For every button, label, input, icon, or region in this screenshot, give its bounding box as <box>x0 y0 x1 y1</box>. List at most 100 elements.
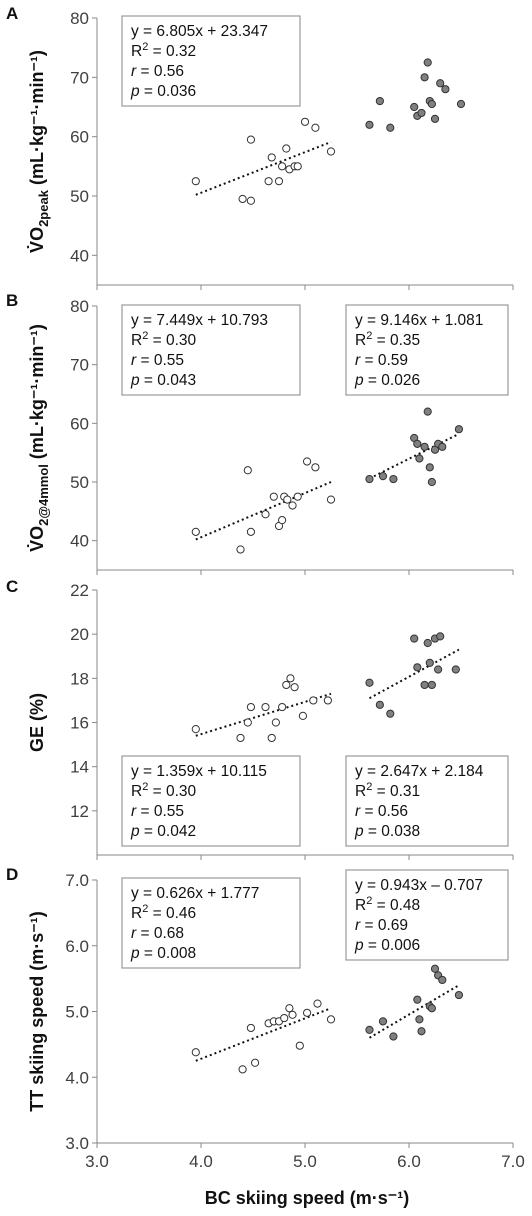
annotation-box <box>345 869 509 961</box>
y-tick-label: 40 <box>70 532 89 551</box>
y-tick-label: 50 <box>70 473 89 492</box>
data-point <box>238 1065 247 1074</box>
data-point <box>300 117 310 126</box>
annotation-line: p = 0.026 <box>354 372 420 389</box>
data-point <box>375 96 384 106</box>
data-point <box>430 964 440 973</box>
annotation-box <box>345 755 509 847</box>
annotation-line: y = 9.146x + 1.081 <box>355 312 483 329</box>
annotation-line: p = 0.043 <box>130 372 196 389</box>
annotation-line: r = 0.68 <box>131 925 184 942</box>
data-point <box>378 472 388 481</box>
trend-line <box>369 432 460 480</box>
data-point <box>413 995 422 1004</box>
data-point <box>295 1041 304 1050</box>
data-point <box>365 678 374 687</box>
data-point <box>427 680 436 690</box>
data-point <box>375 700 384 709</box>
y-axis-label: GE (%) <box>27 693 47 752</box>
y-axis-label: TT skiing speed (m·s⁻¹) <box>27 911 47 1112</box>
annotation-line: p = 0.038 <box>354 823 420 840</box>
data-point <box>282 144 291 153</box>
x-tick-label: 6.0 <box>397 1152 421 1171</box>
data-point <box>417 108 426 118</box>
data-point <box>410 102 419 112</box>
data-point <box>246 527 256 536</box>
data-point <box>269 492 278 501</box>
x-tick-label: 7.0 <box>501 1152 525 1171</box>
data-point <box>326 147 336 156</box>
data-point <box>191 725 200 734</box>
y-tick-label: 12 <box>70 802 89 821</box>
data-point <box>386 709 395 718</box>
panel-b: 40 50 60 70 80 B V̇O2@4mmol (mL·kg⁻¹·min⁻¹) y =… <box>6 291 514 575</box>
y-tick-label: 22 <box>70 581 89 600</box>
data-point <box>389 1032 398 1041</box>
x-tick-label: 5.0 <box>293 1152 317 1171</box>
y-tick-label: 40 <box>70 246 89 265</box>
annotation-line: r = 0.69 <box>355 917 408 934</box>
data-point <box>413 439 422 448</box>
data-point <box>238 194 247 204</box>
data-point <box>389 474 398 484</box>
data-point <box>438 975 447 985</box>
data-point <box>288 1010 297 1019</box>
data-point <box>264 177 273 186</box>
panel-d: 3.0 4.0 5.0 6.0 7.0 D TT skiing speed (m·s⁻¹) y… <box>6 865 514 1153</box>
trend-line <box>369 648 460 700</box>
annotation-box <box>121 15 301 107</box>
data-point <box>438 442 447 451</box>
annotation-line: y = 7.449x + 10.793 <box>131 312 268 329</box>
trend-line <box>195 1007 332 1062</box>
data-point <box>261 510 270 519</box>
annotation-box <box>121 304 301 396</box>
data-point <box>413 663 422 672</box>
panels-layer: 40 50 60 70 80 A V̇O2peak (mL·kg⁻¹·min⁻¹) y = 6… <box>6 4 514 1153</box>
y-tick-label: 5.0 <box>65 1003 89 1022</box>
trend-line <box>195 692 332 737</box>
annotation-line: y = 1.359x + 10.115 <box>131 763 267 780</box>
data-point <box>267 733 276 743</box>
data-point <box>191 527 200 536</box>
y-tick-label: 3.0 <box>65 1134 89 1153</box>
data-point <box>309 696 318 705</box>
trend-line <box>368 984 460 1039</box>
data-point <box>246 135 256 144</box>
data-point <box>278 162 287 171</box>
annotation-line: R2 = 0.35 <box>355 330 420 349</box>
annotation-line: R2 = 0.46 <box>131 903 196 922</box>
annotation-box <box>121 755 301 847</box>
data-point <box>415 1015 424 1024</box>
data-point <box>267 153 276 162</box>
data-point <box>417 1027 426 1036</box>
data-point <box>323 696 332 705</box>
data-point <box>293 492 302 501</box>
data-point <box>436 79 445 88</box>
annotation-box <box>121 877 301 969</box>
annotation-line: r = 0.55 <box>131 803 184 820</box>
y-axis-label: V̇O2peak (mL·kg⁻¹·min⁻¹) <box>26 50 51 253</box>
data-point <box>436 632 445 641</box>
data-point <box>365 1025 374 1035</box>
panel-letter: D <box>6 865 18 884</box>
data-point <box>365 120 374 129</box>
annotation-line: y = 0.943x – 0.707 <box>355 877 483 894</box>
panel-letter: C <box>6 577 18 596</box>
data-point <box>454 990 464 1000</box>
x-axis-label: BC skiing speed (m·s⁻¹) <box>205 1188 410 1208</box>
data-point <box>271 718 280 727</box>
annotation-line: y = 2.647x + 2.184 <box>355 763 484 780</box>
data-point <box>420 73 429 82</box>
data-point <box>410 634 419 643</box>
data-point <box>423 638 432 648</box>
x-tick-label: 3.0 <box>85 1152 109 1171</box>
data-point <box>311 463 320 472</box>
annotation-line: R2 = 0.30 <box>131 781 197 800</box>
y-tick-label: 50 <box>70 187 89 206</box>
data-point <box>243 466 252 475</box>
data-point <box>274 177 284 186</box>
data-point <box>278 516 287 525</box>
data-point <box>425 463 434 472</box>
